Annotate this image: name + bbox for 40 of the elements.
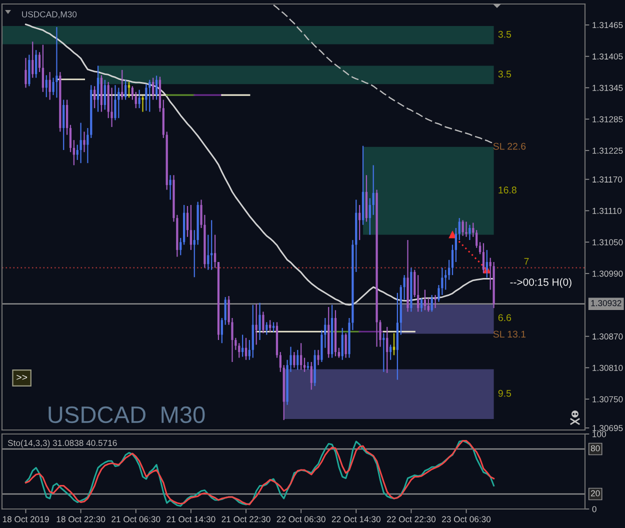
y-tick-label: 100 (592, 431, 606, 438)
y-tick-label: 1.31225 (592, 148, 623, 154)
annotation: >> (16, 374, 28, 380)
annotation: SL 13.1 (493, 330, 526, 338)
x-tick-label: 18 Oct 2019 (2, 516, 49, 522)
text: 7 (524, 258, 529, 265)
y-tick-label: 1.30750 (592, 396, 623, 402)
y-tick-label: 1.31405 (592, 53, 623, 60)
text: Sto(14,3,3) 31.0838 40.5716 (8, 440, 117, 448)
x-tick-label: 22 Oct 06:30 (276, 516, 326, 522)
x-tick-label: 18 Oct 22:30 (56, 516, 106, 522)
text: -->00:15 H(0) (510, 278, 572, 288)
band-label: 3.5 (498, 30, 512, 38)
ref-line-label: 1.30932 (591, 300, 622, 306)
text: USDCAD,M30 (22, 11, 77, 18)
y-tick-label: 1.30990 (592, 270, 623, 277)
x-tick-label: 22 Oct 22:30 (386, 516, 436, 522)
y-tick-label: 1.30810 (592, 364, 623, 371)
band-label: 3.5 (498, 70, 512, 78)
y-tick-label: 1.31345 (592, 84, 623, 91)
y-tick-label: 1.30695 (592, 425, 623, 432)
annotation: SL 22.6 (493, 142, 526, 150)
y-tick-label: 0 (592, 506, 596, 512)
x-tick-label: 23 Oct 06:30 (442, 516, 491, 522)
annotation: USDCAD M30 (48, 406, 205, 424)
ref-line-label: 20 (590, 490, 600, 496)
y-tick-label: 1.31285 (592, 116, 623, 122)
x-tick-label: 21 Oct 06:30 (112, 516, 160, 522)
ref-line-label: 80 (590, 445, 600, 452)
band-label: 6.6 (498, 314, 512, 322)
x-tick-label: 21 Oct 14:30 (166, 516, 216, 522)
y-tick-label: 1.31110 (592, 208, 622, 214)
y-tick-label: 1.30870 (592, 333, 623, 340)
x-tick-label: 21 Oct 22:30 (222, 516, 270, 522)
y-tick-label: 1.31465 (592, 22, 623, 28)
band-label: 9.5 (498, 390, 512, 397)
band-label: 16.8 (498, 186, 516, 194)
x-tick-label: 22 Oct 14:30 (332, 516, 380, 522)
y-tick-label: 1.31170 (592, 176, 622, 183)
y-tick-label: 1.31050 (592, 239, 623, 246)
